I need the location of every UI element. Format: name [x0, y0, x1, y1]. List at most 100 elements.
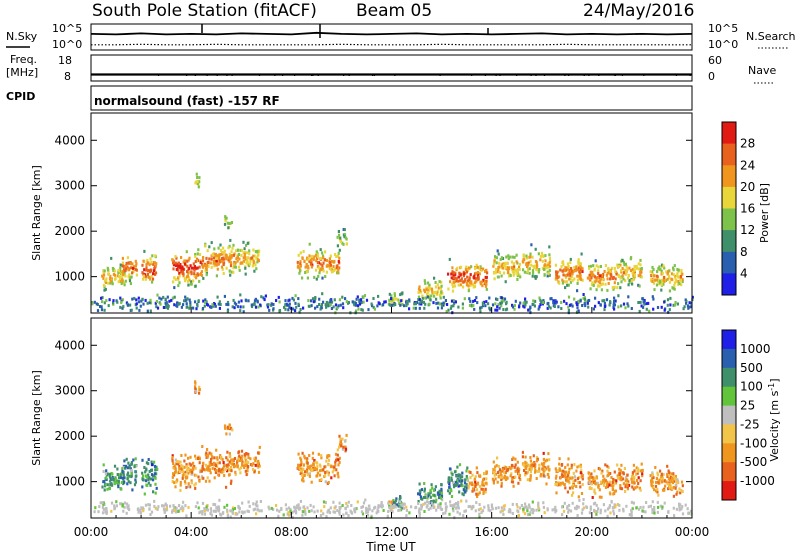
nave-label: Nave [748, 64, 776, 77]
range-cell [178, 274, 181, 278]
range-cell [180, 464, 183, 468]
range-cell [226, 508, 229, 512]
colorbar-swatch [722, 186, 736, 209]
range-cell [243, 252, 246, 256]
range-cell [301, 478, 304, 482]
freq-nave-panel [90, 54, 693, 82]
range-cell [206, 249, 209, 253]
range-cell [231, 305, 234, 309]
range-cell [551, 508, 554, 512]
range-cell [194, 255, 197, 258]
range-cell [552, 301, 555, 305]
range-cell [179, 507, 182, 511]
range-cell [206, 476, 209, 480]
range-cell [641, 297, 644, 301]
range-cell [316, 465, 319, 469]
range-cell [324, 250, 327, 254]
range-cell [105, 277, 108, 281]
range-cell [588, 277, 591, 281]
range-cell [147, 473, 150, 477]
range-cell [575, 301, 578, 305]
range-cell [584, 304, 587, 308]
range-cell [149, 298, 152, 302]
colorbar-tick-label: 28 [740, 137, 755, 151]
range-cell [602, 272, 605, 276]
range-cell [99, 305, 102, 308]
range-cell [210, 463, 213, 466]
range-cell [189, 282, 192, 286]
range-cell [198, 279, 201, 283]
range-cell [422, 502, 425, 506]
range-cell [338, 445, 341, 449]
range-cell [653, 508, 656, 512]
range-cell [457, 283, 460, 287]
range-cell [575, 310, 579, 314]
colorbar-swatch [722, 208, 736, 231]
range-cell [324, 501, 327, 505]
range-cell [301, 276, 304, 280]
range-cell [222, 272, 225, 275]
range-cell [681, 272, 684, 276]
range-cell [188, 256, 191, 260]
range-cell [437, 301, 440, 305]
range-cell [643, 302, 646, 306]
range-cell [104, 483, 107, 487]
range-cell [606, 485, 609, 489]
range-cell [613, 489, 616, 493]
range-cell [465, 499, 468, 503]
range-cell [181, 466, 184, 470]
range-cell [457, 500, 460, 504]
range-cell [579, 465, 583, 469]
range-cell [667, 482, 670, 486]
range-cell [627, 480, 630, 484]
range-cell [600, 273, 603, 277]
range-cell [440, 280, 443, 284]
range-cell [251, 463, 254, 467]
range-cell [134, 268, 137, 271]
range-cell [153, 472, 156, 476]
range-cell [686, 507, 689, 511]
range-cell [593, 267, 596, 271]
range-cell [615, 272, 618, 276]
range-cell [635, 264, 638, 268]
range-cell [494, 477, 497, 481]
range-cell [304, 271, 307, 274]
range-cell [453, 503, 456, 507]
range-cell [481, 509, 485, 513]
range-cell [123, 268, 126, 272]
range-cell [570, 463, 573, 467]
range-cell [133, 483, 137, 487]
range-cell [114, 477, 117, 481]
range-cell [103, 269, 106, 273]
range-cell [338, 501, 341, 505]
range-cell [364, 498, 367, 502]
range-cell [512, 476, 516, 479]
range-cell [91, 302, 94, 306]
range-cell [651, 511, 654, 515]
colorbar-swatch [722, 273, 736, 296]
range-cell [528, 505, 531, 509]
range-cell [521, 260, 524, 264]
range-cell [478, 512, 481, 516]
range-cell [176, 509, 179, 513]
range-cell [173, 303, 176, 307]
range-cell [229, 481, 233, 485]
range-cell [618, 467, 621, 471]
range-cell [690, 305, 693, 309]
range-cell [410, 505, 413, 509]
range-cell [319, 267, 322, 271]
range-cell [637, 301, 640, 304]
range-cell [178, 302, 181, 306]
range-cell [336, 453, 339, 457]
range-cell [400, 501, 403, 505]
range-cell [679, 491, 682, 495]
range-cell [572, 483, 575, 486]
range-cell [528, 267, 531, 271]
range-cell [609, 269, 612, 273]
range-cell [610, 500, 613, 503]
range-cell [285, 507, 288, 511]
range-cell [121, 270, 124, 274]
range-cell [245, 251, 248, 255]
range-cell [222, 251, 225, 254]
range-cell [391, 303, 394, 307]
